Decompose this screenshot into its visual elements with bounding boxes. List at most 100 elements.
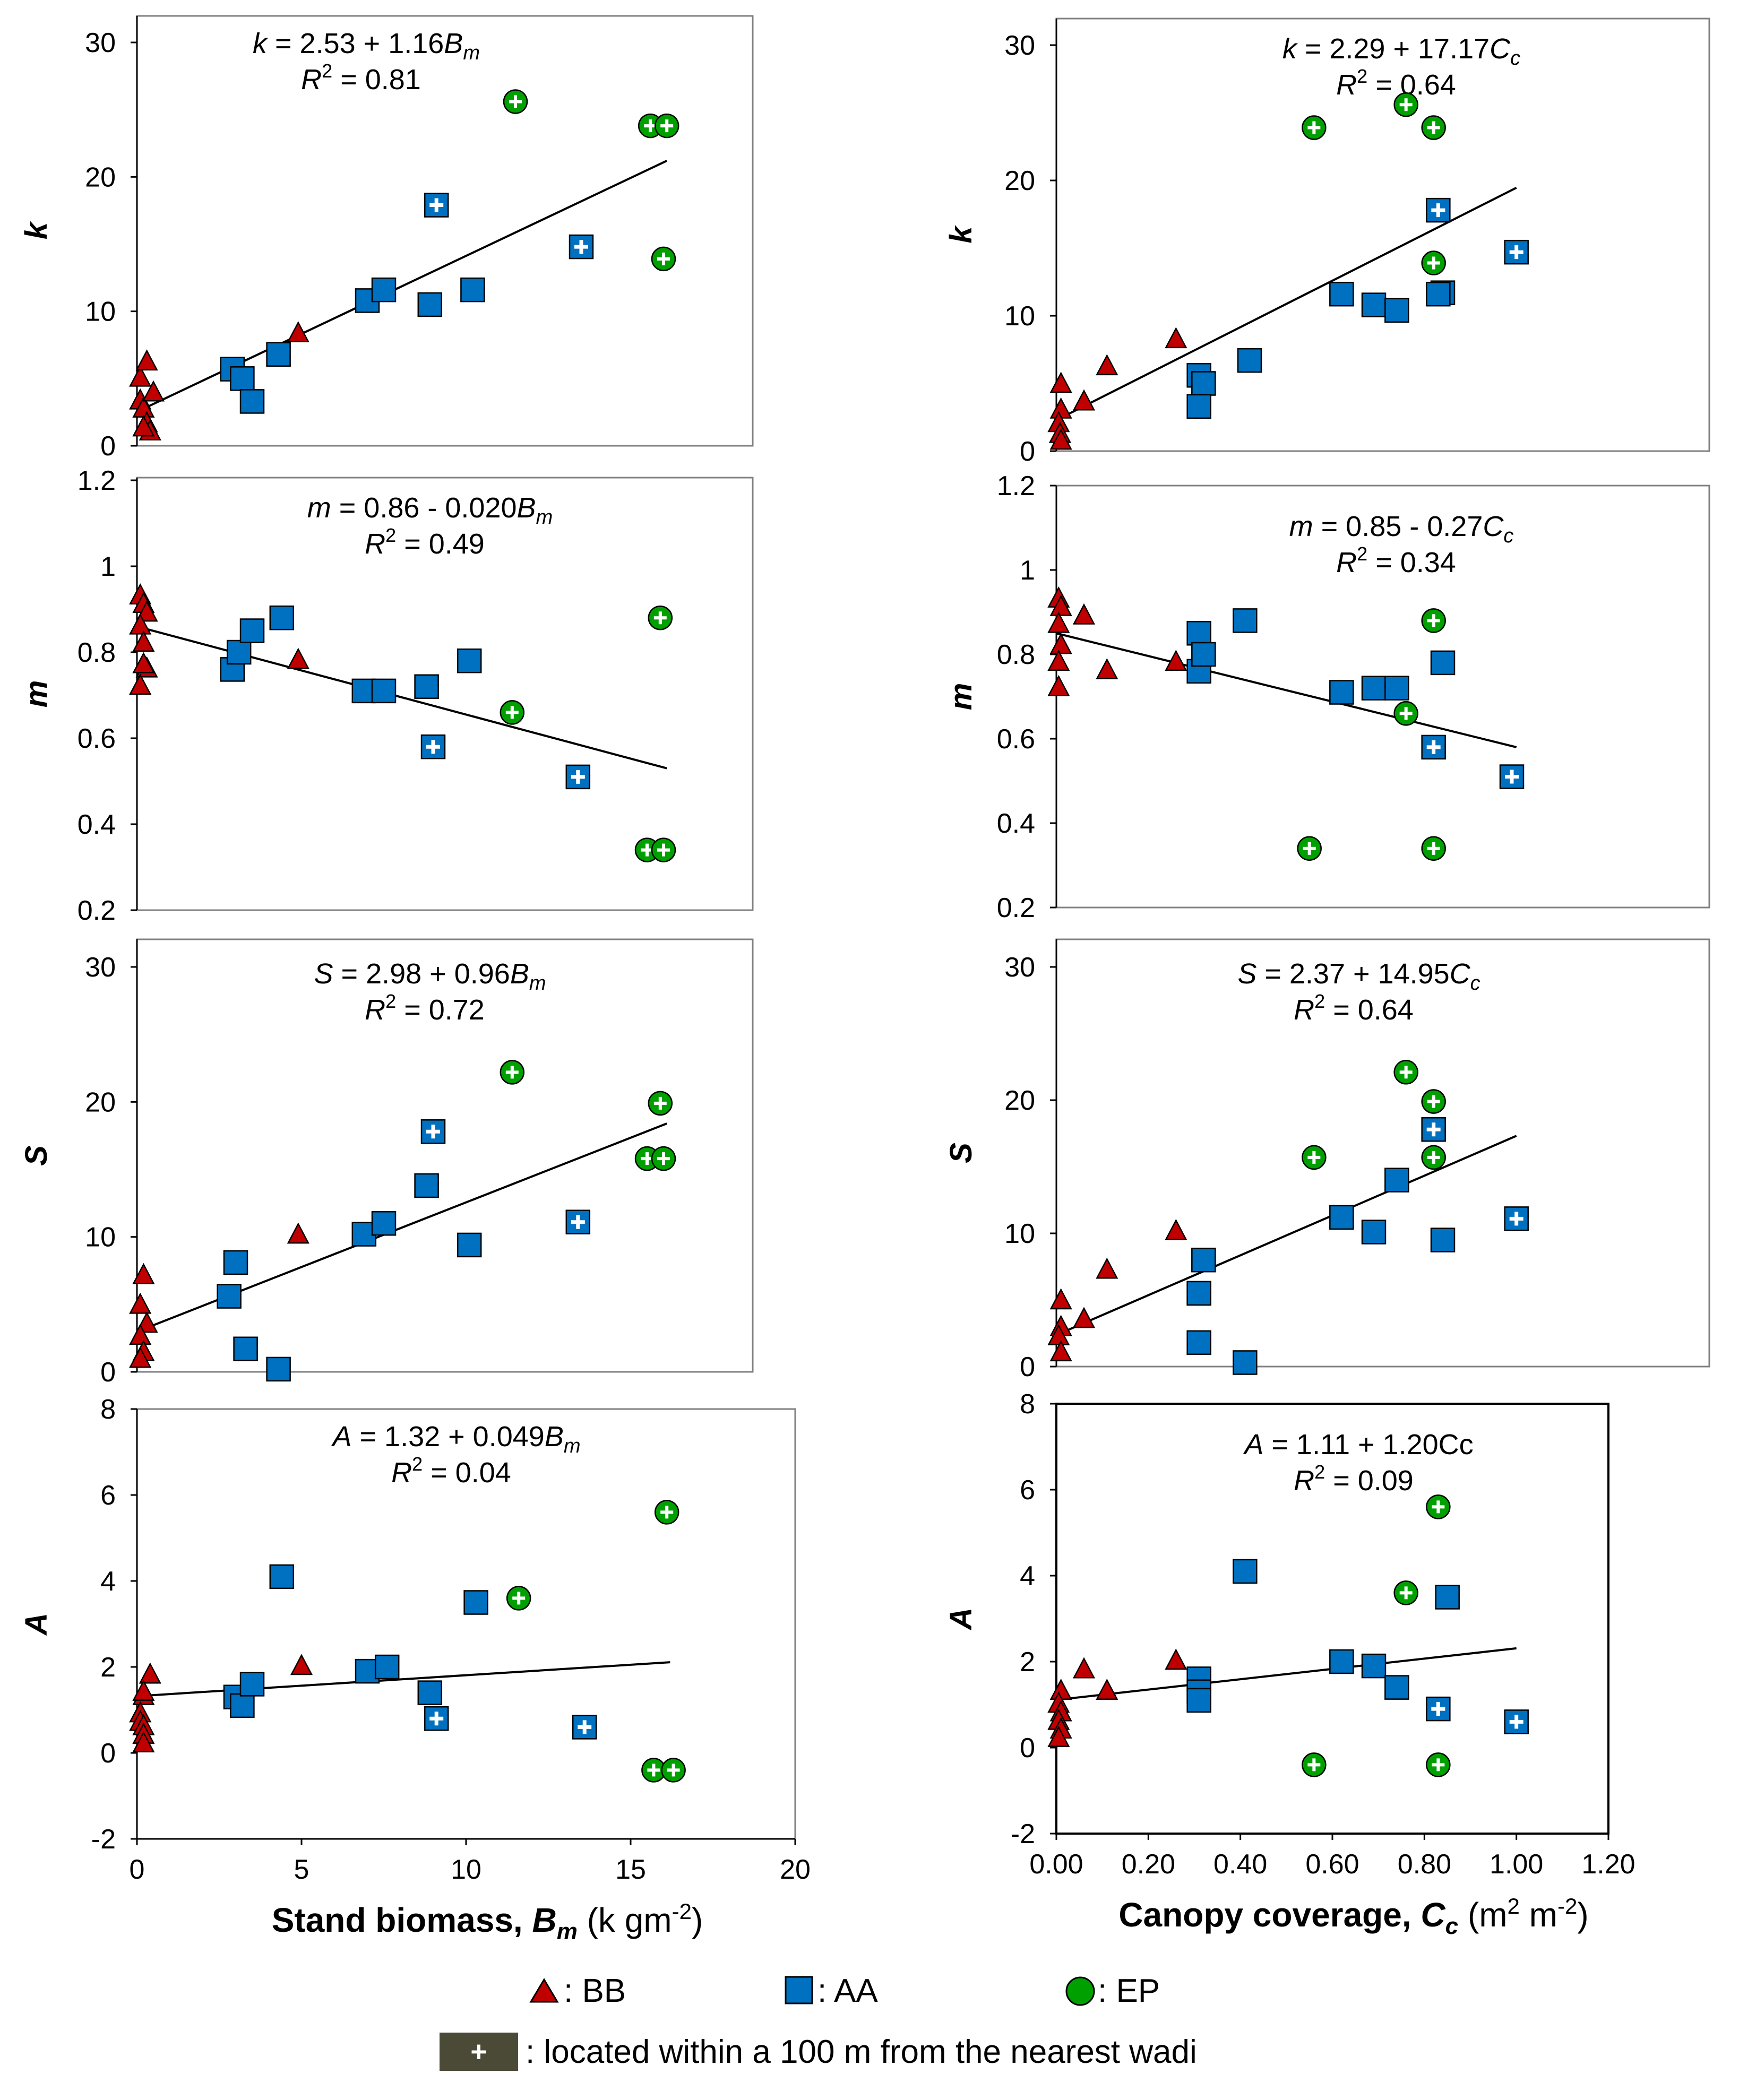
r2-value: = 0.49 xyxy=(396,528,485,560)
wadi-cross xyxy=(1307,1758,1321,1771)
wadi-cross xyxy=(653,1096,667,1110)
equation-sub: c xyxy=(1510,47,1520,70)
point-bb xyxy=(287,321,309,342)
point-bb xyxy=(129,1324,152,1345)
y-tick-label: 30 xyxy=(1004,952,1035,983)
y-tick-label: 20 xyxy=(1004,166,1035,196)
regression-equation: k = 2.29 + 17.17Cc xyxy=(1282,33,1520,70)
point-aa xyxy=(239,389,265,414)
point-aa xyxy=(1361,676,1387,701)
wadi-cross xyxy=(1427,842,1440,855)
y-tick-label: 10 xyxy=(85,297,116,327)
point-bb xyxy=(1049,428,1072,450)
point-aa xyxy=(233,1336,258,1362)
x-tick-label: 1.20 xyxy=(1581,1849,1635,1880)
wadi-cross xyxy=(578,1720,592,1734)
equation-sub: m xyxy=(564,1435,581,1457)
r2-label: R xyxy=(365,994,385,1026)
point-bb xyxy=(129,365,152,387)
point-bb xyxy=(132,652,155,673)
x-axis-label-unit: (m xyxy=(1458,1896,1507,1934)
r-squared: R2 = 0.49 xyxy=(365,524,485,560)
r2-label: R xyxy=(1294,994,1314,1026)
y-tick-label: 0 xyxy=(1020,1352,1035,1382)
x-axis-label-sup: -2 xyxy=(672,1899,692,1924)
r2-value: = 0.81 xyxy=(332,64,421,96)
regression-equation: m = 0.86 - 0.020Bm xyxy=(307,492,553,529)
legend-bb-label: : BB xyxy=(564,1973,626,2009)
point-bb xyxy=(1165,327,1187,349)
point-bb xyxy=(1047,611,1070,633)
x-axis-label-text: Stand biomass, xyxy=(272,1901,532,1939)
point-bb xyxy=(139,1662,161,1684)
equation-lhs: k xyxy=(1282,33,1298,65)
equation-var: B xyxy=(444,28,463,59)
y-tick-label: 1 xyxy=(1020,555,1035,586)
point-bb xyxy=(129,613,152,635)
r2-value: = 0.64 xyxy=(1325,994,1414,1026)
x-axis-label-close: ) xyxy=(1577,1896,1588,1934)
y-axis-label: m xyxy=(944,683,978,711)
regression-equation: A = 1.11 + 1.20Cc xyxy=(1243,1429,1473,1461)
y-tick-label: 4 xyxy=(100,1566,116,1597)
y-tick-label: 0.4 xyxy=(78,809,116,840)
y-tick-label: 10 xyxy=(85,1222,116,1253)
legend-ep-marker xyxy=(1065,1976,1095,2006)
regression-line xyxy=(136,160,668,413)
y-tick-label: 1.2 xyxy=(997,471,1035,502)
r-squared: R2 = 0.34 xyxy=(1336,543,1456,578)
y-tick-label: 0 xyxy=(1020,436,1035,467)
point-bb xyxy=(1165,1218,1187,1240)
r-squared: R2 = 0.64 xyxy=(1294,990,1414,1026)
r-squared: R2 = 0.09 xyxy=(1294,1461,1414,1497)
r2-label: R xyxy=(391,1457,412,1489)
y-tick-label: 0 xyxy=(1020,1733,1035,1764)
point-bb xyxy=(132,415,155,437)
y-tick-label: 8 xyxy=(1020,1389,1035,1420)
regression-equation: S = 2.98 + 0.96Bm xyxy=(314,958,546,995)
y-tick-label: 0.6 xyxy=(997,724,1035,755)
point-bb xyxy=(1096,1679,1118,1700)
point-aa xyxy=(414,1173,439,1198)
y-tick-label: 20 xyxy=(85,162,116,193)
point-bb xyxy=(142,380,165,402)
r2-label: R xyxy=(301,64,322,96)
equation-sub: c xyxy=(1503,525,1513,547)
point-bb xyxy=(1047,675,1070,696)
point-aa xyxy=(417,1680,443,1705)
r-squared: R2 = 0.81 xyxy=(301,60,421,96)
wadi-cross xyxy=(571,1215,585,1229)
wadi-cross xyxy=(1427,121,1440,134)
point-aa xyxy=(1361,1220,1387,1245)
y-axis-label: k xyxy=(944,225,978,244)
x-axis-label-var: B xyxy=(532,1901,556,1939)
equation-lhs: A xyxy=(1243,1429,1263,1461)
wadi-cross xyxy=(426,740,440,754)
equation-lhs: S xyxy=(1237,958,1256,990)
point-aa xyxy=(1384,298,1409,323)
point-bb xyxy=(1165,650,1187,671)
regression-line xyxy=(136,1661,670,1698)
y-tick-label: 0.2 xyxy=(78,895,116,926)
y-tick-label: 2 xyxy=(1020,1647,1035,1678)
wadi-cross xyxy=(1307,121,1321,134)
equation-var: C xyxy=(1450,958,1471,990)
wadi-cross xyxy=(1432,1500,1445,1514)
point-bb xyxy=(1049,371,1072,393)
point-aa xyxy=(371,678,397,704)
point-aa xyxy=(1329,281,1354,307)
y-tick-label: 30 xyxy=(85,28,116,58)
wadi-cross xyxy=(660,119,674,133)
point-aa xyxy=(1384,1168,1409,1192)
point-aa xyxy=(463,1590,488,1615)
x-axis-label-sup2: -2 xyxy=(1557,1894,1577,1918)
y-tick-label: 30 xyxy=(85,952,116,983)
point-bb xyxy=(1049,1340,1072,1362)
wadi-cross xyxy=(571,770,585,784)
point-bb xyxy=(132,630,155,652)
